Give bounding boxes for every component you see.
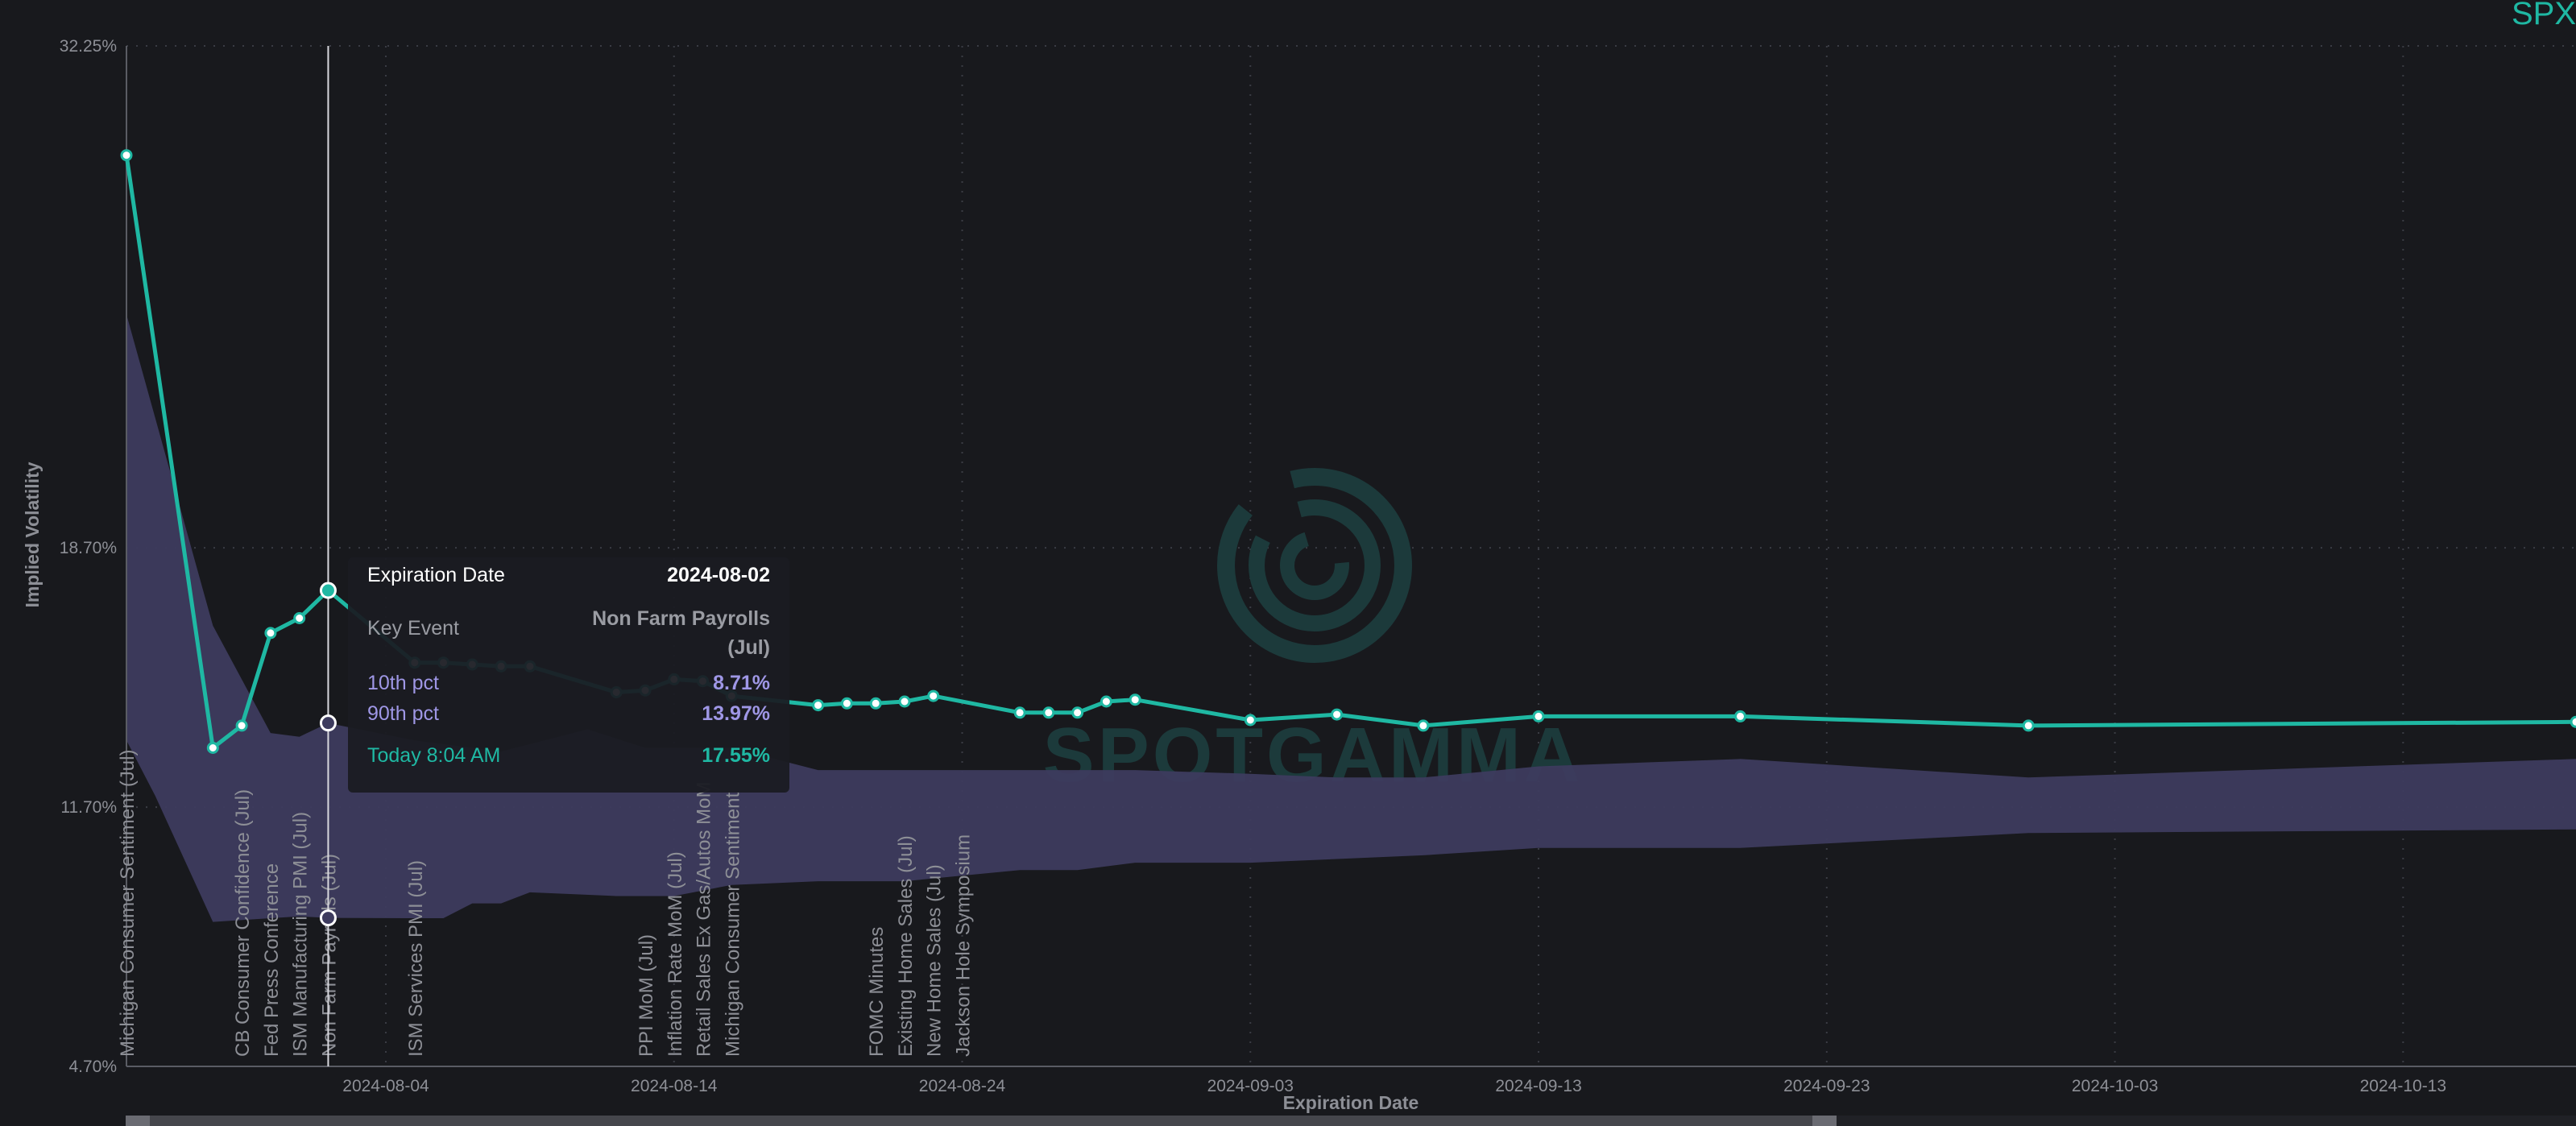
scrollbar-right-handle[interactable] [1812, 1116, 1837, 1126]
x-tick-label: 2024-08-24 [919, 1077, 1006, 1095]
today-series-point [927, 689, 940, 702]
event-label: PPI MoM (Jul) [636, 934, 657, 1057]
tooltip-today-label: Today 8:04 AM [367, 744, 501, 767]
today-series-point [264, 627, 277, 640]
tooltip-date-value: 2024-08-02 [667, 564, 770, 586]
hover-crosshair [319, 46, 337, 1066]
today-series-point [120, 149, 133, 162]
event-label: ISM Manufacturing PMI (Jul) [290, 812, 312, 1057]
x-tick-label: 2024-08-14 [631, 1077, 718, 1095]
tooltip-row-date: Expiration Date 2024-08-02 [367, 564, 770, 587]
event-label: Non Farm Payrolls (Jul) [318, 854, 340, 1057]
tooltip-today-value: 17.55% [702, 744, 770, 767]
today-series-point [2022, 719, 2035, 732]
today-series-point [1532, 710, 1545, 722]
tooltip-date-label: Expiration Date [367, 564, 505, 586]
today-series-point [1734, 710, 1746, 722]
hover-marker-today [319, 582, 337, 599]
today-series-point [206, 742, 219, 754]
today-series-point [1244, 714, 1257, 727]
x-tick-label: 2024-09-13 [1495, 1077, 1581, 1095]
tooltip-row-p90: 90th pct 13.97% [367, 702, 770, 726]
tooltip-row-event: Key Event Non Farm Payrolls (Jul) [367, 604, 770, 662]
tooltip: Expiration Date 2024-08-02 Key Event Non… [348, 557, 789, 793]
event-label: Existing Home Sales (Jul) [895, 835, 917, 1057]
today-series-point [869, 697, 882, 710]
hover-marker-p90 [319, 714, 337, 732]
tooltip-p10-value: 8.71% [713, 672, 770, 694]
event-label: Retail Sales Ex Gas/Autos MoM [694, 782, 715, 1057]
watermark-logo-ring-mid [1249, 499, 1381, 631]
chart-scrollbar-thumb[interactable] [126, 1116, 1837, 1126]
tooltip-p90-label: 90th pct [367, 702, 439, 725]
today-series-point [898, 695, 911, 708]
today-series-point [1417, 719, 1430, 732]
x-axis-title: Expiration Date [1283, 1092, 1419, 1113]
event-label: ISM Services PMI (Jul) [405, 860, 427, 1057]
y-tick-label: 4.70% [68, 1058, 117, 1076]
today-series-point [1071, 706, 1084, 719]
event-labels: Michigan Consumer Sentiment (Jul) CB Cons… [117, 750, 975, 1057]
scrollbar-left-handle[interactable] [126, 1116, 150, 1126]
watermark-logo-ring-inner [1280, 531, 1349, 600]
event-label: CB Consumer Confidence (Jul) [232, 789, 254, 1057]
today-series-point [812, 699, 825, 712]
today-series-point [1331, 708, 1344, 721]
grid [126, 45, 2576, 1067]
event-label: Inflation Rate MoM (Jul) [665, 851, 686, 1057]
today-series-point [1129, 693, 1141, 706]
y-tick-label: 32.25% [60, 37, 117, 56]
x-tick-label: 2024-10-13 [2360, 1077, 2446, 1095]
tooltip-event-value: Non Farm Payrolls (Jul) [592, 604, 770, 662]
y-tick-label: 11.70% [60, 798, 117, 817]
event-label: Michigan Consumer Sentiment [722, 793, 743, 1057]
event-label: Michigan Consumer Sentiment (Jul) [117, 750, 139, 1057]
ticker-label: SPX [2512, 0, 2576, 31]
today-series-point [1042, 706, 1055, 719]
y-tick-label: 18.70% [60, 539, 117, 557]
today-series-point [1013, 706, 1026, 719]
event-label: Fed Press Conference [261, 863, 283, 1057]
event-label: FOMC Minutes [866, 927, 888, 1057]
event-label: New Home Sales (Jul) [924, 864, 946, 1057]
today-series-point [1100, 695, 1112, 708]
hover-marker-p10 [319, 909, 337, 927]
tooltip-event-value-line2: (Jul) [727, 636, 770, 659]
tooltip-row-p10: 10th pct 8.71% [367, 672, 770, 695]
today-series-point [2570, 715, 2576, 728]
x-tick-label: 2024-10-03 [2072, 1077, 2158, 1095]
tooltip-p90-value: 13.97% [702, 702, 770, 725]
watermark-logo-ring-outer [1217, 468, 1412, 663]
event-label: Jackson Hole Symposium [953, 834, 975, 1057]
spotgamma-watermark: SPOTGAMMA [1043, 468, 1580, 798]
tooltip-event-value-line1: Non Farm Payrolls [592, 607, 770, 630]
today-series-point [840, 697, 853, 710]
x-tick-label: 2024-09-23 [1783, 1077, 1870, 1095]
tooltip-row-today: Today 8:04 AM 17.55% [367, 744, 770, 768]
today-series-point [235, 719, 248, 732]
tooltip-p10-label: 10th pct [367, 672, 439, 694]
x-tick-label: 2024-09-03 [1207, 1077, 1294, 1095]
y-axis-title: Implied Volatility [22, 462, 43, 607]
tooltip-event-label: Key Event [367, 617, 459, 640]
today-series-point [293, 612, 306, 624]
x-tick-label: 2024-08-04 [342, 1077, 429, 1095]
axes: 4.70% 11.70% 18.70% 32.25% 2024-08-04 2024-08… [60, 37, 2576, 1095]
